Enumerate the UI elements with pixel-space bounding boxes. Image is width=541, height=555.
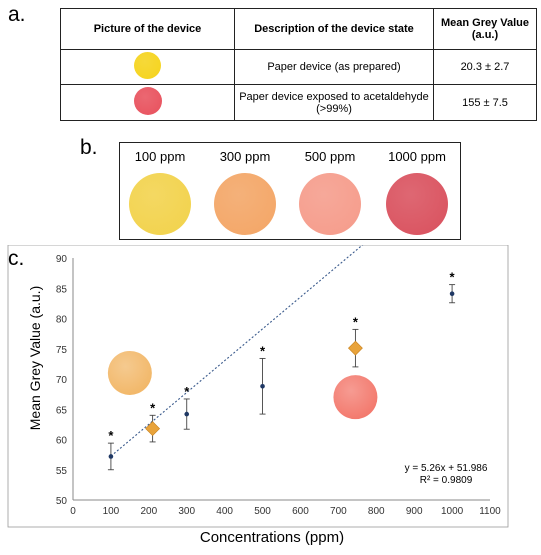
y-axis-title: Mean Grey Value (a.u.) [27,286,43,430]
x-tick-label: 500 [254,506,271,517]
y-tick-label: 65 [56,405,68,416]
concentration-label-100: 100 ppm [134,149,186,164]
y-tick-label: 85 [56,284,68,295]
device-state-table: Picture of the device Description of the… [60,8,537,121]
x-tick-label: 0 [70,506,76,517]
y-tick-label: 70 [56,375,68,386]
table-header-mean-grey: Mean Grey Value (a.u.) [433,8,537,50]
data-point-circle [260,383,265,389]
significance-asterisk: * [353,314,359,329]
data-point-diamond [145,421,161,437]
significance-asterisk: * [450,270,456,285]
data-point-circle [449,291,455,296]
x-tick-label: 1000 [441,506,464,517]
table-cell-description: Paper device (as prepared) [234,49,434,85]
chart-area: 50 55 60 65 70 75 80 85 90 0 100 200 300 400 500 600 700… [0,169,541,550]
table-header-picture: Picture of the device [60,8,235,50]
color-series-box: 100 ppm 300 ppm 500 ppm 1000 ppm [119,142,461,240]
data-point-circle [184,411,190,417]
x-tick-label: 100 [103,506,120,517]
concentration-label-300: 300 ppm [219,149,271,164]
device-circle-1000ppm [386,173,448,235]
device-circle-300ppm [214,173,276,235]
panel-c-label: c. [8,247,25,270]
concentration-label-500: 500 ppm [304,149,356,164]
device-circle-500ppm [299,173,361,235]
device-swatch-red [133,87,162,115]
x-tick-label: 900 [406,506,423,517]
device-swatch-yellow [134,52,161,79]
x-tick-label: 1100 [479,506,501,517]
significance-asterisk: * [150,400,156,415]
inset-device-circle [333,375,378,420]
r-squared-label: R² = 0.9809 [420,475,473,486]
x-axis-title: Concentrations (ppm) [200,529,344,546]
data-point-circle [108,454,114,459]
table-header-description: Description of the device state [234,8,434,50]
significance-asterisk: * [260,343,266,358]
panel-a-label: a. [8,3,26,26]
concentration-label-1000: 1000 ppm [388,149,446,164]
table-cell-value: 20.3 ± 2.7 [433,49,537,85]
y-tick-label: 75 [56,345,68,356]
significance-asterisk: * [108,428,114,443]
table-row: Paper device exposed to acetaldehyde (>9… [60,84,537,121]
table-cell-picture [60,49,235,85]
x-tick-label: 700 [330,506,347,517]
x-tick-label: 300 [178,506,195,517]
x-tick-label: 200 [140,506,157,517]
y-tick-label: 80 [56,315,68,326]
x-tick-label: 600 [292,506,309,517]
panel-b-label: b. [80,136,98,159]
table-cell-description: Paper device exposed to acetaldehyde (>9… [234,84,434,121]
x-tick-label: 400 [216,506,233,517]
data-points: * * * * * * [107,270,456,471]
trendline [110,169,453,457]
y-tick-label: 55 [56,466,68,477]
inset-circles [107,350,378,420]
y-tick-label: 90 [56,254,68,265]
data-point-diamond [347,340,363,356]
inset-device-circle [107,350,152,395]
trendline-path [110,169,453,457]
y-tick-label: 60 [56,436,68,447]
significance-asterisk: * [184,384,190,399]
x-tick-label: 800 [368,506,385,517]
plot-frame [7,244,509,528]
trendline-equation: y = 5.26x + 51.986 [405,463,488,474]
table-cell-value: 155 ± 7.5 [433,84,537,121]
table-row: Paper device (as prepared) 20.3 ± 2.7 [60,49,537,85]
table-cell-picture [60,84,235,121]
device-circle-100ppm [129,173,191,235]
y-tick-label: 50 [56,496,68,507]
